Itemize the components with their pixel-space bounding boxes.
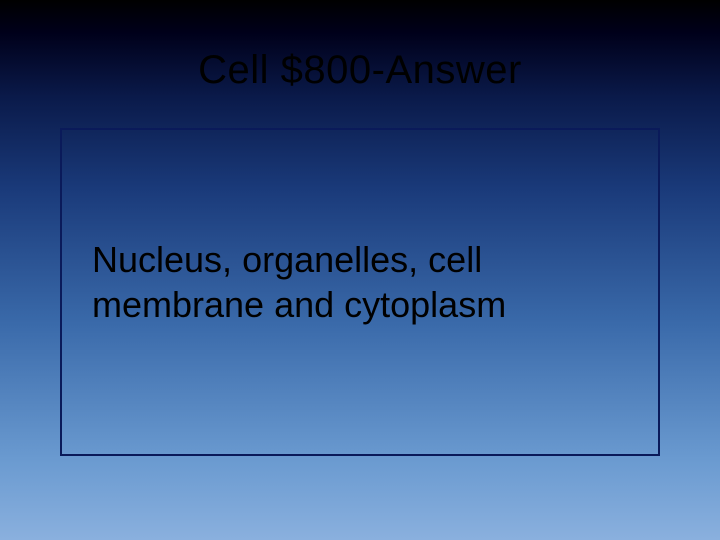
body-text: Nucleus, organelles, cell membrane and c… (92, 237, 628, 327)
slide: Cell $800-Answer Nucleus, organelles, ce… (0, 0, 720, 540)
content-box: Nucleus, organelles, cell membrane and c… (60, 128, 660, 456)
slide-title: Cell $800-Answer (0, 48, 720, 93)
